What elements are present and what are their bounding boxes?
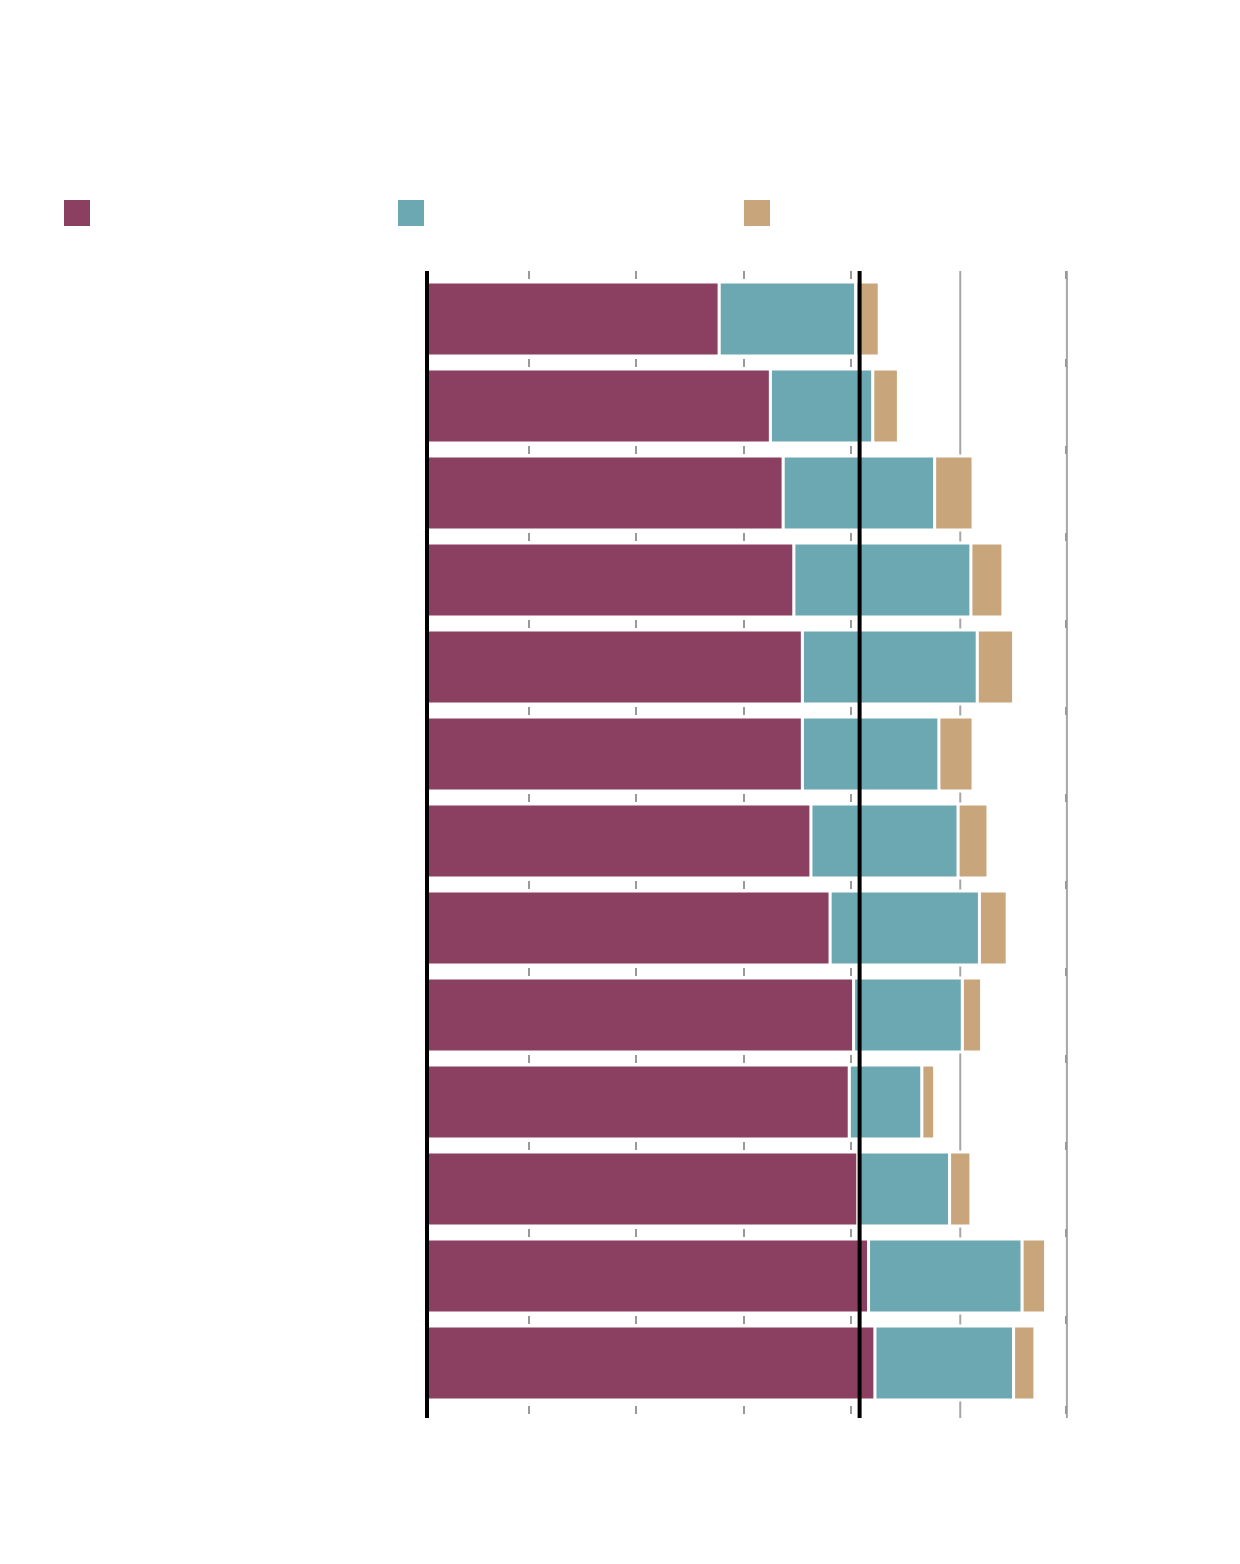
bar-row12-series2 bbox=[867, 1237, 1024, 1315]
bar-row4-series1 bbox=[425, 541, 796, 619]
bar-row6-series1 bbox=[425, 715, 804, 793]
bar-row1-series2 bbox=[717, 280, 858, 358]
bar-row5-series2 bbox=[800, 628, 979, 706]
legend bbox=[64, 200, 770, 226]
legend-swatch-1 bbox=[64, 200, 90, 226]
bar-row9-series2 bbox=[852, 976, 964, 1054]
bar-row5-series1 bbox=[425, 628, 804, 706]
bar-row9-series1 bbox=[425, 976, 856, 1054]
bar-row1-series1 bbox=[425, 280, 721, 358]
bar-row5-series3 bbox=[975, 628, 1016, 706]
bar-row6-series2 bbox=[800, 715, 941, 793]
bar-row13-series1 bbox=[425, 1324, 877, 1402]
bar-row8-series2 bbox=[828, 889, 981, 967]
bar-row7-series3 bbox=[956, 802, 990, 880]
bar-row13-series2 bbox=[873, 1324, 1016, 1402]
bar-row3-series3 bbox=[933, 454, 975, 532]
bar-row7-series1 bbox=[425, 802, 813, 880]
axes bbox=[425, 271, 1067, 1418]
bar-row10-series1 bbox=[425, 1063, 851, 1141]
bar-row2-series3 bbox=[871, 367, 900, 445]
bar-row2-series1 bbox=[425, 367, 772, 445]
bar-row4-series2 bbox=[792, 541, 973, 619]
bar-row4-series3 bbox=[969, 541, 1005, 619]
bar-row7-series2 bbox=[809, 802, 960, 880]
bars bbox=[425, 280, 1048, 1402]
bar-row11-series3 bbox=[948, 1150, 973, 1228]
bar-row10-series3 bbox=[920, 1063, 937, 1141]
bar-row9-series3 bbox=[960, 976, 984, 1054]
bar-row12-series1 bbox=[425, 1237, 871, 1315]
bar-row13-series3 bbox=[1012, 1324, 1037, 1402]
legend-swatch-2 bbox=[398, 200, 424, 226]
bar-row6-series3 bbox=[937, 715, 975, 793]
bar-row11-series1 bbox=[425, 1150, 860, 1228]
bar-row8-series1 bbox=[425, 889, 832, 967]
bar-row3-series1 bbox=[425, 454, 785, 532]
bar-row11-series2 bbox=[856, 1150, 952, 1228]
bar-row2-series2 bbox=[768, 367, 875, 445]
bar-row8-series3 bbox=[977, 889, 1009, 967]
legend-swatch-3 bbox=[744, 200, 770, 226]
bar-row12-series3 bbox=[1020, 1237, 1048, 1315]
